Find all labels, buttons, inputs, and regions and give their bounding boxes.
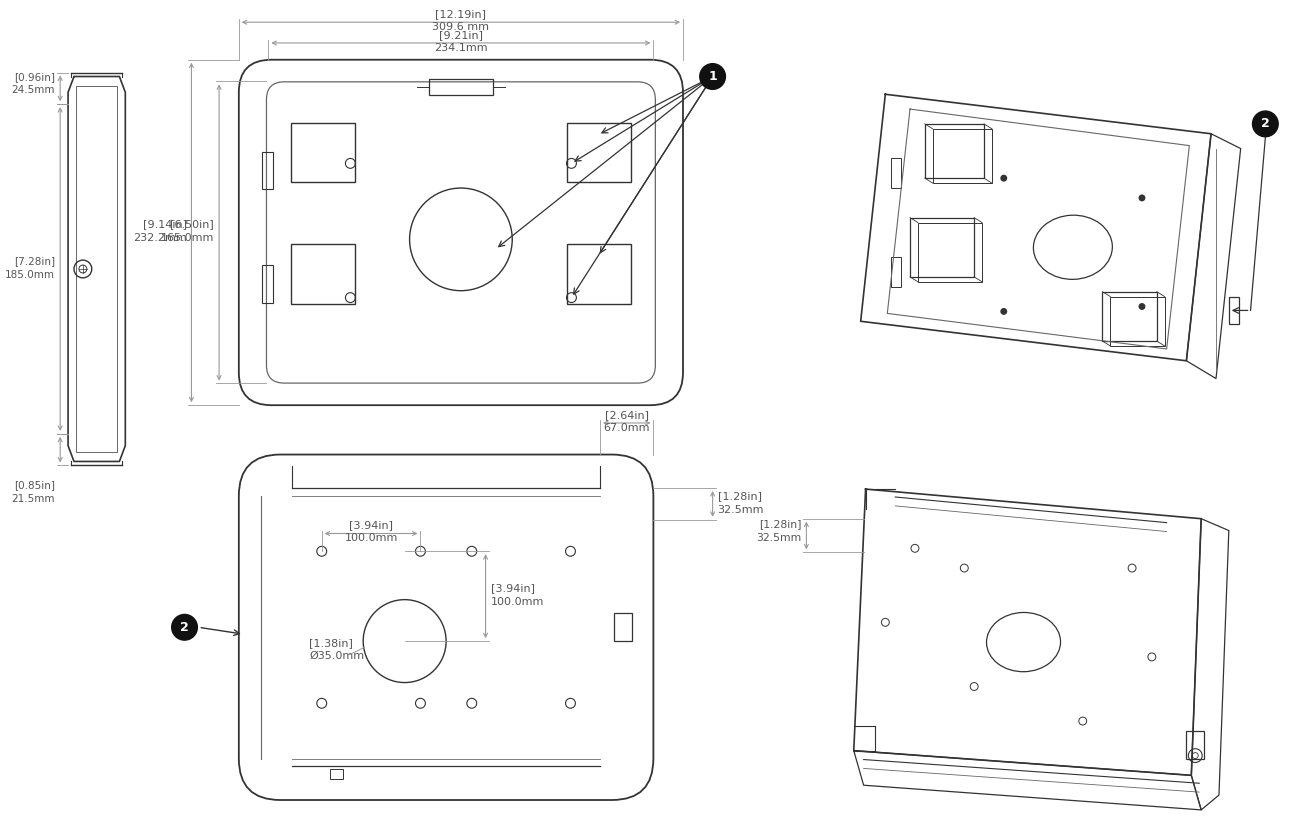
- Circle shape: [1252, 111, 1278, 137]
- Text: [9.14in]: [9.14in]: [142, 219, 186, 229]
- Bar: [76, 87, 118, 452]
- Bar: [566, 123, 630, 182]
- Circle shape: [1138, 303, 1146, 310]
- Bar: [261, 265, 274, 302]
- Text: [3.94in]: [3.94in]: [491, 583, 535, 593]
- Bar: [261, 151, 274, 189]
- Bar: [1110, 297, 1164, 346]
- Text: 2: 2: [1261, 118, 1270, 130]
- Bar: [917, 223, 982, 281]
- Text: 32.5mm: 32.5mm: [756, 533, 801, 543]
- Text: [1.38in]: [1.38in]: [309, 638, 353, 648]
- Text: [1.28in]: [1.28in]: [758, 519, 801, 528]
- Text: [1.28in]: [1.28in]: [717, 491, 761, 501]
- Text: Ø35.0mm: Ø35.0mm: [309, 651, 364, 661]
- Text: 1: 1: [708, 70, 717, 83]
- Text: [9.21in]: [9.21in]: [439, 30, 483, 40]
- Text: 32.5mm: 32.5mm: [717, 505, 764, 515]
- Bar: [1102, 291, 1156, 341]
- Bar: [614, 613, 632, 641]
- Text: [0.96in]: [0.96in]: [14, 72, 56, 82]
- Text: [12.19in]: [12.19in]: [435, 9, 486, 19]
- Bar: [891, 257, 901, 286]
- Bar: [291, 123, 355, 182]
- Text: 21.5mm: 21.5mm: [12, 494, 56, 504]
- Bar: [933, 129, 992, 183]
- Circle shape: [172, 614, 198, 640]
- Text: [3.94in]: [3.94in]: [349, 521, 393, 531]
- Bar: [891, 159, 901, 188]
- Text: [6.50in]: [6.50in]: [171, 219, 214, 229]
- Bar: [429, 80, 494, 95]
- Text: 100.0mm: 100.0mm: [491, 596, 544, 606]
- Circle shape: [1138, 195, 1146, 202]
- Circle shape: [1000, 175, 1008, 181]
- Text: 185.0mm: 185.0mm: [5, 270, 56, 280]
- Circle shape: [1000, 308, 1008, 315]
- Text: [0.85in]: [0.85in]: [14, 480, 56, 491]
- Bar: [329, 769, 342, 780]
- Text: 234.1mm: 234.1mm: [434, 43, 487, 53]
- Text: [7.28in]: [7.28in]: [14, 256, 56, 266]
- Text: 2: 2: [180, 621, 189, 633]
- Bar: [291, 244, 355, 303]
- Bar: [925, 123, 985, 178]
- Text: 100.0mm: 100.0mm: [345, 533, 398, 543]
- Circle shape: [700, 64, 725, 89]
- Text: 232.2mm: 232.2mm: [133, 234, 186, 244]
- Bar: [910, 218, 974, 277]
- Bar: [566, 244, 630, 303]
- Text: 24.5mm: 24.5mm: [12, 86, 56, 96]
- Bar: [1186, 731, 1204, 759]
- Text: [2.64in]: [2.64in]: [605, 410, 649, 420]
- Text: 309.6 mm: 309.6 mm: [433, 22, 490, 32]
- Text: 67.0mm: 67.0mm: [603, 423, 650, 433]
- Text: 165.0mm: 165.0mm: [160, 234, 214, 244]
- Bar: [1229, 297, 1239, 324]
